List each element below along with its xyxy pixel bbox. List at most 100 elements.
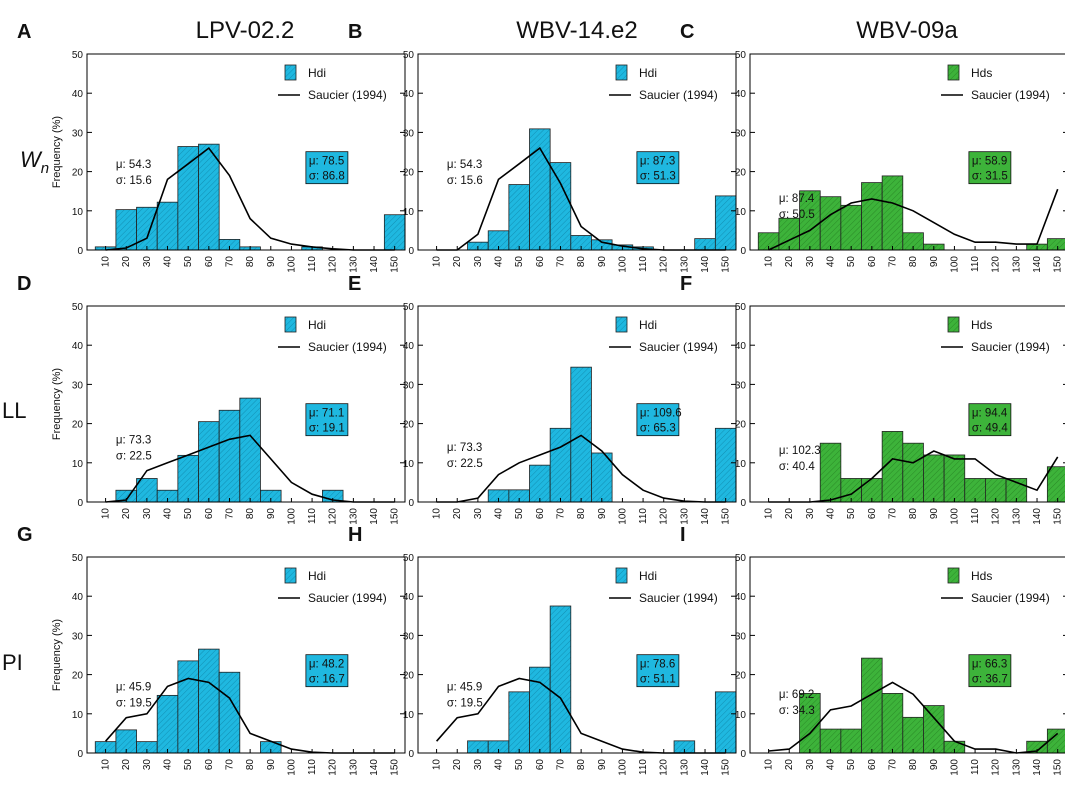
y-tick-label-f-0: 0 bbox=[740, 498, 746, 509]
x-tick-label-i-90: 90 bbox=[929, 759, 940, 771]
bar-e-150 bbox=[714, 427, 737, 503]
x-tick-label-g-90: 90 bbox=[266, 759, 277, 771]
sample-mu-i: μ: 66.3 bbox=[972, 659, 1007, 671]
panel-letter-h: H bbox=[348, 524, 362, 546]
x-tick-label-b-10: 10 bbox=[432, 256, 443, 268]
y-tick-label-c-0: 0 bbox=[740, 246, 746, 257]
x-tick-label-b-150: 150 bbox=[721, 256, 732, 273]
x-tick-label-e-10: 10 bbox=[432, 508, 443, 520]
x-tick-label-b-70: 70 bbox=[555, 256, 566, 268]
x-tick-label-b-50: 50 bbox=[514, 256, 525, 268]
x-tick-label-d-30: 30 bbox=[142, 508, 153, 520]
sample-sigma-i: σ: 36.7 bbox=[972, 674, 1008, 686]
x-tick-label-i-60: 60 bbox=[867, 759, 878, 771]
curve-mu-b: μ: 54.3 bbox=[447, 159, 482, 171]
x-tick-label-c-110: 110 bbox=[970, 256, 981, 272]
x-tick-label-f-120: 120 bbox=[991, 508, 1002, 525]
y-axis-label-a: Frequency (%) bbox=[51, 116, 63, 188]
panel-b: B 0 10 20 30 40 50 10 20 30 40 50 60 70 80 90 100 110 120 1… bbox=[348, 21, 737, 273]
x-tick-label-f-30: 30 bbox=[805, 508, 816, 520]
bar-d-80 bbox=[239, 397, 261, 503]
x-tick-label-f-60: 60 bbox=[867, 508, 878, 520]
saucier-curve-i bbox=[768, 681, 1059, 754]
legend-curve-label-f: Saucier (1994) bbox=[971, 340, 1050, 354]
plot-frame-c bbox=[749, 53, 1065, 251]
y-tick-label-c-40: 40 bbox=[735, 89, 747, 100]
bar-d-60 bbox=[198, 421, 220, 503]
bar-i-30 bbox=[799, 693, 821, 754]
x-tick-label-a-70: 70 bbox=[224, 256, 235, 268]
x-tick-label-d-150: 150 bbox=[390, 508, 401, 525]
y-tick-label-i-0: 0 bbox=[740, 749, 746, 760]
row-label-pi: PI bbox=[2, 650, 23, 675]
curve-mu-i: μ: 69.2 bbox=[779, 689, 814, 701]
x-tick-label-d-10: 10 bbox=[101, 508, 112, 520]
curve-sigma-i: σ: 34.3 bbox=[779, 705, 815, 717]
sample-sigma-d: σ: 19.1 bbox=[309, 423, 345, 435]
panel-letter-c: C bbox=[680, 21, 694, 43]
sample-mu-d: μ: 71.1 bbox=[309, 408, 344, 420]
x-tick-label-a-90: 90 bbox=[266, 256, 277, 268]
x-tick-label-i-70: 70 bbox=[887, 759, 898, 771]
plot-frame-h bbox=[417, 556, 737, 754]
curve-mu-a: μ: 54.3 bbox=[116, 159, 151, 171]
y-tick-label-i-40: 40 bbox=[735, 592, 747, 603]
x-tick-label-h-50: 50 bbox=[514, 759, 525, 771]
curve-sigma-e: σ: 22.5 bbox=[447, 458, 483, 470]
x-tick-label-f-100: 100 bbox=[949, 508, 960, 525]
y-tick-label-c-20: 20 bbox=[735, 168, 747, 179]
curve-mu-d: μ: 73.3 bbox=[116, 434, 151, 446]
y-tick-label-i-20: 20 bbox=[735, 671, 747, 682]
y-axis-label-g: Frequency (%) bbox=[51, 619, 63, 691]
legend-series-label-c: Hds bbox=[971, 66, 992, 80]
x-tick-label-c-40: 40 bbox=[826, 256, 837, 268]
sample-mu-e: μ: 109.6 bbox=[640, 408, 682, 420]
row-label-wn-sub: n bbox=[41, 160, 49, 177]
sample-mu-a: μ: 78.5 bbox=[309, 156, 344, 168]
sample-sigma-e: σ: 65.3 bbox=[640, 423, 676, 435]
legend-swatch-a bbox=[284, 64, 297, 81]
bar-g-50 bbox=[177, 660, 199, 754]
y-tick-label-i-10: 10 bbox=[735, 710, 747, 721]
x-tick-label-e-120: 120 bbox=[659, 508, 670, 525]
x-tick-label-h-120: 120 bbox=[659, 759, 670, 776]
legend-swatch-b bbox=[615, 64, 628, 81]
bar-a-40 bbox=[156, 201, 179, 251]
curve-mu-f: μ: 102.3 bbox=[779, 445, 821, 457]
y-tick-label-g-30: 30 bbox=[72, 631, 84, 642]
bar-b-70 bbox=[549, 162, 572, 251]
y-tick-label-a-10: 10 bbox=[72, 207, 84, 218]
x-tick-label-c-150: 150 bbox=[1053, 256, 1064, 273]
y-tick-label-h-50: 50 bbox=[403, 553, 415, 564]
x-tick-label-e-100: 100 bbox=[617, 508, 628, 525]
x-tick-label-b-40: 40 bbox=[494, 256, 505, 268]
x-tick-label-b-130: 130 bbox=[679, 256, 690, 273]
curve-sigma-a: σ: 15.6 bbox=[116, 175, 152, 187]
panel-letter-b: B bbox=[348, 21, 362, 43]
sample-sigma-h: σ: 51.1 bbox=[640, 674, 676, 686]
bar-f-90 bbox=[923, 454, 945, 503]
x-tick-label-d-50: 50 bbox=[183, 508, 194, 520]
y-tick-label-a-0: 0 bbox=[77, 246, 83, 257]
x-tick-label-h-100: 100 bbox=[617, 759, 628, 776]
panel-letter-d: D bbox=[17, 273, 31, 295]
x-tick-label-e-50: 50 bbox=[514, 508, 525, 520]
x-tick-label-b-110: 110 bbox=[638, 256, 649, 272]
x-tick-label-f-130: 130 bbox=[1011, 508, 1022, 525]
x-tick-label-e-150: 150 bbox=[721, 508, 732, 525]
bar-a-50 bbox=[177, 146, 199, 251]
x-tick-label-f-90: 90 bbox=[929, 508, 940, 520]
stats-box-a bbox=[305, 151, 349, 185]
x-tick-label-i-80: 80 bbox=[908, 759, 919, 771]
x-tick-label-h-10: 10 bbox=[432, 759, 443, 771]
y-tick-label-g-0: 0 bbox=[77, 749, 83, 760]
x-tick-label-c-60: 60 bbox=[867, 256, 878, 268]
x-tick-label-f-150: 150 bbox=[1053, 508, 1064, 525]
legend-swatch-g bbox=[284, 567, 297, 584]
legend-curve-label-e: Saucier (1994) bbox=[639, 340, 718, 354]
x-tick-label-i-50: 50 bbox=[846, 759, 857, 771]
y-tick-label-b-20: 20 bbox=[403, 168, 415, 179]
bar-a-30 bbox=[136, 206, 158, 251]
bar-i-70 bbox=[881, 693, 904, 754]
